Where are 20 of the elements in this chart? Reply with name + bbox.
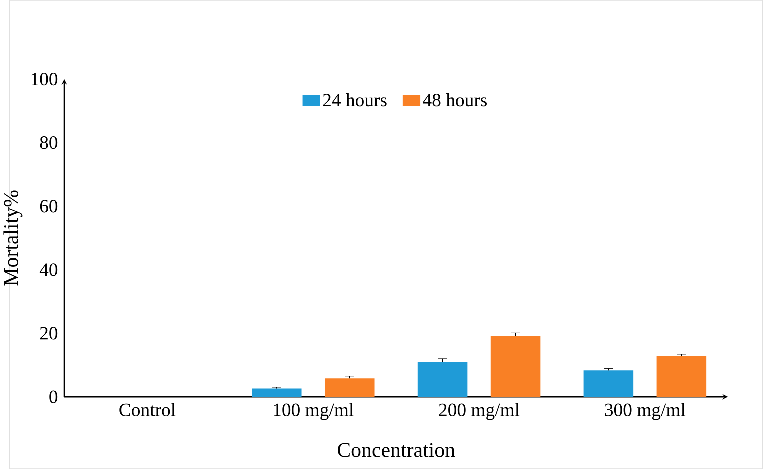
y-tick-label: 0 bbox=[50, 390, 58, 404]
legend-label: 48 hours bbox=[423, 93, 487, 106]
x-tick-label: Control bbox=[120, 403, 176, 416]
bar bbox=[490, 336, 541, 397]
y-tick-label: 20 bbox=[40, 326, 58, 340]
y-tick-label: 60 bbox=[40, 200, 58, 212]
x-tick-label: 200 mg/ml bbox=[439, 403, 520, 420]
bar bbox=[324, 378, 375, 397]
bar bbox=[656, 356, 707, 397]
bar bbox=[584, 370, 634, 397]
x-tick-label: 300 mg/ml bbox=[605, 403, 686, 420]
legend-label: 24 hours bbox=[323, 93, 387, 106]
bar bbox=[418, 362, 468, 397]
y-tick-label: 100 bbox=[32, 72, 58, 86]
y-tick-label: 80 bbox=[40, 136, 58, 149]
y-axis-title: Mortality% bbox=[4, 190, 23, 286]
x-tick-label: 100 mg/ml bbox=[274, 403, 354, 420]
bar bbox=[252, 388, 302, 397]
x-axis-title: Concentration bbox=[338, 443, 456, 458]
y-tick-label: 40 bbox=[40, 263, 58, 276]
